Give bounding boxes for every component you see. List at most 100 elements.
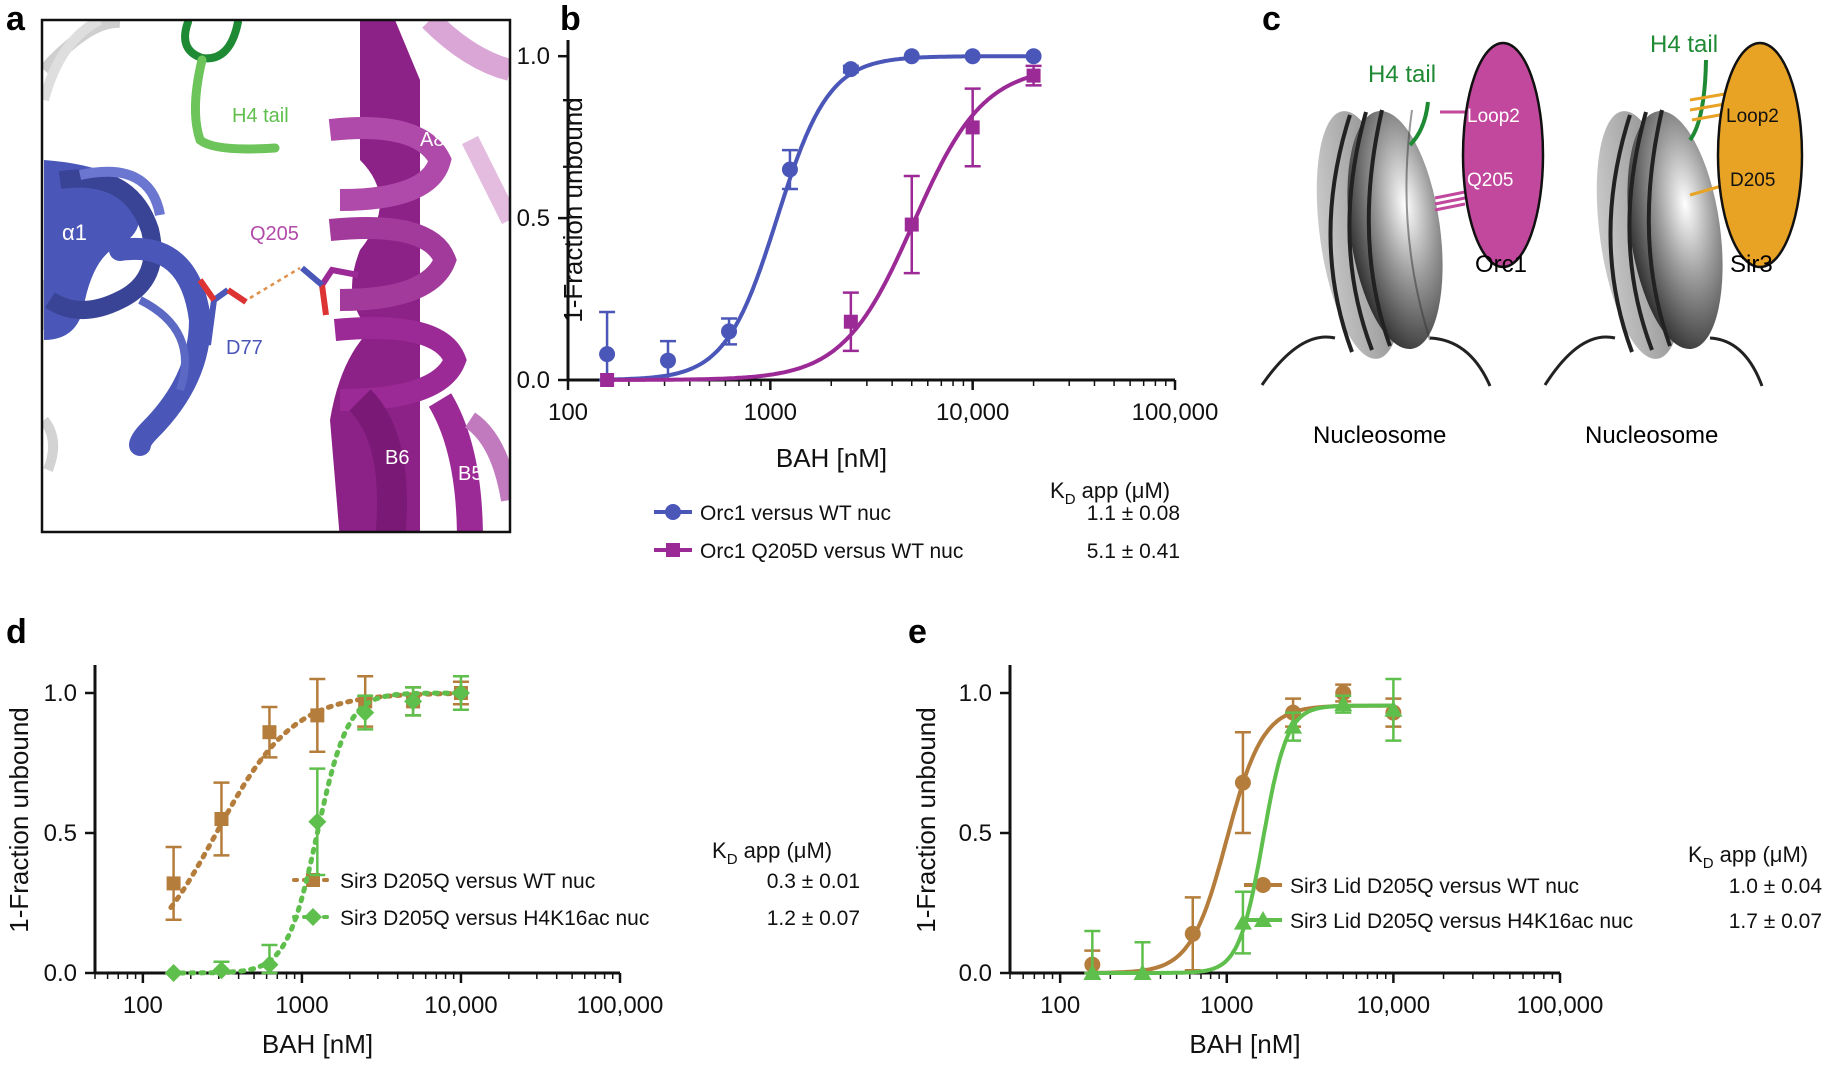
data-point: [260, 955, 279, 974]
x-tick-label: 10,000: [424, 992, 497, 1019]
x-axis-label: BAH [nM]: [1189, 1029, 1300, 1059]
panel-c-schematic: H4 tail Loop2 Q205 Orc1 Nucleosome H4 ta…: [1260, 31, 1804, 449]
alpha1-helix: [44, 160, 212, 456]
x-tick-label: 100: [548, 399, 588, 426]
x-tick-label: 100,000: [1517, 992, 1604, 1019]
legend-label: Orc1 Q205D versus WT nuc: [700, 540, 963, 563]
x-tick-label: 100,000: [577, 992, 664, 1019]
a8-helix: [328, 20, 510, 532]
panel-letter-d: d: [6, 613, 27, 651]
nucleosome-right: [1543, 109, 1764, 387]
label-h4-tail-a: H4 tail: [232, 105, 289, 127]
y-tick-label: 0.0: [959, 960, 992, 987]
nucleosome-left: [1260, 109, 1492, 387]
data-point: [721, 323, 738, 340]
data-point: [903, 48, 920, 65]
label-alpha1: α1: [62, 220, 87, 245]
label-orc1: Orc1: [1475, 251, 1527, 278]
panel-letter-c: c: [1262, 0, 1281, 38]
h4-tail-dark: [181, 20, 242, 63]
data-point: [1233, 913, 1252, 930]
legend-kd-header: KD app (μM): [1050, 478, 1170, 508]
data-point: [1284, 717, 1303, 734]
data-point: [904, 217, 919, 232]
y-tick-label: 0.0: [517, 367, 550, 394]
label-q205-c: Q205: [1467, 170, 1513, 191]
x-tick-label: 100: [1040, 992, 1080, 1019]
legend-kd-value: 1.1 ± 0.08: [1087, 502, 1180, 525]
data-point: [600, 373, 615, 387]
y-tick-label: 0.5: [959, 820, 992, 847]
data-point: [212, 961, 231, 980]
x-tick-label: 1000: [744, 399, 797, 426]
x-axis-label: BAH [nM]: [262, 1029, 373, 1059]
y-axis-label: 1-Fraction unbound: [4, 707, 34, 932]
y-tick-label: 0.5: [517, 205, 550, 232]
orc1-contacts: [1434, 110, 1466, 212]
legend-kd-header: KD app (μM): [1688, 842, 1808, 872]
data-point: [1184, 925, 1201, 942]
legend-label: Sir3 D205Q versus H4K16ac nuc: [340, 907, 649, 930]
data-point: [166, 876, 181, 891]
y-axis-label: 1-Fraction unbound: [558, 97, 588, 322]
legend-marker: [306, 873, 320, 887]
label-nucleosome-right: Nucleosome: [1585, 422, 1718, 449]
fit-curve: [603, 73, 1035, 382]
series-2: Sir3 Lid D205Q versus H4K16ac nuc 1.7 ± 0…: [1083, 677, 1822, 980]
legend-kd-header: KD app (μM): [712, 838, 832, 868]
x-tick-label: 1000: [275, 992, 328, 1019]
label-loop2-left: Loop2: [1467, 106, 1520, 127]
legend-marker: [665, 504, 681, 520]
label-h4-tail-c-right: H4 tail: [1650, 31, 1718, 58]
legend-marker: [1254, 911, 1272, 927]
data-point: [1133, 964, 1152, 980]
y-tick-label: 1.0: [517, 43, 550, 70]
series-1: Orc1 versus WT nuc 1.1 ± 0.08: [599, 48, 1180, 525]
panel-letter-a: a: [6, 0, 26, 38]
panel-letter-e: e: [908, 613, 927, 651]
data-point: [356, 703, 375, 722]
legend-kd-value: 0.3 ± 0.01: [767, 870, 860, 893]
label-a8: A8: [420, 129, 444, 151]
data-point: [1026, 68, 1041, 83]
y-tick-label: 0.5: [44, 820, 77, 847]
chart-d: 0.0 0.5 1.0 100 1000 10,000 100,000 BAH [nM] 1-F…: [4, 665, 860, 1059]
data-point: [781, 161, 798, 178]
data-point: [404, 692, 423, 711]
data-point: [599, 346, 616, 363]
data-point: [659, 352, 676, 369]
data-point: [310, 708, 325, 723]
q205-sidechain: [300, 265, 359, 316]
label-b5: B5: [458, 463, 482, 485]
legend-label: Sir3 Lid D205Q versus WT nuc: [1290, 875, 1579, 898]
x-tick-label: 10,000: [936, 399, 1009, 426]
panel-a-structure: H4 tail A8 Q205 α1 D77 B6 B5: [40, 18, 512, 534]
series-2: Orc1 Q205D versus WT nuc 5.1 ± 0.41: [600, 64, 1180, 563]
legend-marker: [304, 908, 322, 926]
data-point: [964, 48, 981, 65]
chart-e: 0.0 0.5 1.0 100 1000 10,000 100,000 BAH [nM] 1-F…: [911, 665, 1822, 1059]
data-point: [842, 61, 859, 78]
data-point: [214, 812, 229, 826]
legend-kd-value: 5.1 ± 0.41: [1087, 540, 1180, 563]
data-point: [1083, 964, 1102, 980]
x-axis-label: BAH [nM]: [776, 443, 887, 473]
legend-marker: [1255, 877, 1271, 893]
data-point: [1025, 48, 1042, 65]
chart-b: 0.0 0.5 1.0 100 1000 10,000 100,000 BAH [nM] 1-F…: [517, 40, 1218, 563]
legend-label: Sir3 D205Q versus WT nuc: [340, 870, 595, 893]
panel-a-frame: [40, 18, 512, 534]
label-d205-c: D205: [1730, 170, 1775, 191]
data-point: [164, 964, 183, 982]
h4-tail-left: [1408, 101, 1430, 147]
legend-kd-value: 1.2 ± 0.07: [767, 907, 860, 930]
x-tick-label: 1000: [1200, 992, 1253, 1019]
data-point: [308, 812, 327, 831]
series-1: Sir3 D205Q versus WT nuc 0.3 ± 0.01: [165, 674, 860, 922]
y-tick-label: 0.0: [44, 960, 77, 987]
legend-marker: [666, 543, 680, 557]
data-point: [1384, 700, 1403, 717]
orc1-ellipse: [1461, 41, 1545, 269]
legend-kd-value: 1.0 ± 0.04: [1729, 875, 1823, 898]
